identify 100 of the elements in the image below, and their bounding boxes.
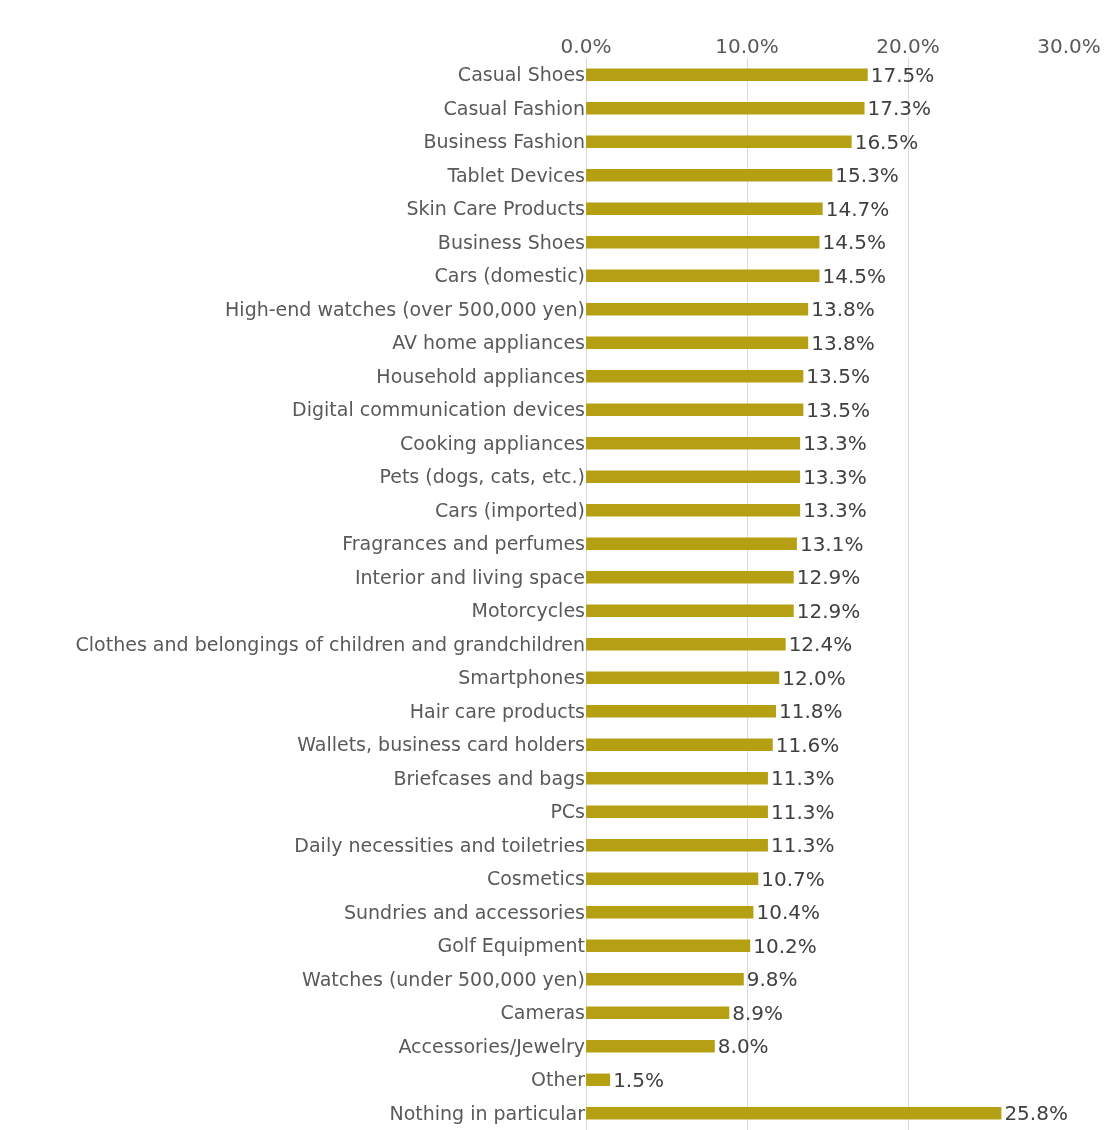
- data-label: 10.2%: [753, 933, 817, 958]
- y-tick-label: Watches (under 500,000 yen): [302, 967, 585, 990]
- data-label: 13.3%: [803, 464, 867, 489]
- y-tick-label: Fragrances and perfumes: [342, 532, 585, 555]
- bar: [586, 303, 809, 316]
- bar: [586, 336, 809, 349]
- bar: [586, 169, 833, 182]
- bar: [586, 135, 852, 148]
- y-tick-label: Briefcases and bags: [393, 766, 585, 789]
- bar: [586, 906, 754, 919]
- data-label: 8.9%: [732, 1000, 784, 1025]
- bar: [586, 470, 801, 483]
- y-tick-label: AV home appliances: [392, 331, 585, 354]
- bar: [586, 537, 797, 550]
- data-label: 13.8%: [811, 330, 875, 355]
- y-tick-label: Accessories/Jewelry: [398, 1034, 585, 1057]
- data-label: 12.9%: [796, 565, 861, 590]
- y-tick-label: Digital communication devices: [292, 398, 585, 421]
- y-tick-label: Interior and living space: [354, 565, 585, 588]
- y-tick-label: Household appliances: [376, 364, 585, 387]
- x-tick-label: 30.0%: [1037, 34, 1101, 58]
- data-label: 9.8%: [746, 967, 798, 992]
- y-tick-label: Cameras: [500, 1001, 585, 1024]
- data-label: 14.5%: [822, 263, 886, 288]
- y-tick-label: Nothing in particular: [389, 1101, 586, 1124]
- y-tick-label: Casual Shoes: [457, 63, 585, 86]
- y-tick-label: Cooking appliances: [400, 431, 585, 454]
- x-tick-label: 10.0%: [715, 34, 779, 58]
- data-label: 10.4%: [756, 900, 820, 925]
- data-label: 14.5%: [822, 230, 886, 255]
- y-tick-label: Cars (domestic): [434, 264, 585, 287]
- data-label: 1.5%: [613, 1067, 664, 1092]
- y-tick-label: Smartphones: [458, 666, 585, 689]
- data-label: 13.8%: [811, 297, 875, 322]
- y-tick-label: Skin Care Products: [406, 197, 585, 220]
- data-label: 17.5%: [870, 62, 935, 87]
- bar: [586, 202, 823, 215]
- bar: [586, 504, 801, 517]
- data-label: 11.8%: [778, 699, 843, 724]
- x-tick-label: 0.0%: [560, 34, 612, 58]
- y-tick-label: Business Shoes: [437, 230, 585, 253]
- bar: [586, 872, 759, 885]
- data-label: 13.1%: [799, 531, 864, 556]
- y-tick-label: Golf Equipment: [437, 934, 585, 957]
- bar: [586, 236, 820, 249]
- y-tick-label: Hair care products: [409, 699, 585, 722]
- data-label: 11.3%: [770, 799, 835, 824]
- data-label: 13.5%: [806, 397, 870, 422]
- data-label: 13.3%: [803, 498, 867, 523]
- y-tick-label: Cars (imported): [435, 498, 585, 521]
- y-tick-label: Business Fashion: [423, 130, 585, 153]
- bar: [586, 939, 751, 952]
- bar: [586, 671, 780, 684]
- data-label: 12.4%: [788, 632, 853, 657]
- data-label: 15.3%: [835, 163, 899, 188]
- bar: [586, 1107, 1002, 1120]
- bar: [586, 1006, 730, 1019]
- data-label: 10.7%: [761, 866, 825, 891]
- bar: [586, 805, 768, 818]
- data-label: 14.7%: [825, 196, 890, 221]
- bar: [586, 403, 804, 416]
- bar: [586, 839, 768, 852]
- data-label: 11.6%: [775, 732, 840, 757]
- x-tick-label: 20.0%: [876, 34, 940, 58]
- y-tick-label: Pets (dogs, cats, etc.): [379, 465, 585, 488]
- bar: [586, 571, 794, 584]
- bar: [586, 437, 801, 450]
- bar: [586, 973, 744, 986]
- data-label: 12.0%: [782, 665, 846, 690]
- y-tick-label: Wallets, business card holders: [297, 733, 585, 756]
- bar: [586, 738, 773, 751]
- y-tick-label: Daily necessities and toiletries: [294, 833, 585, 856]
- y-tick-label: Casual Fashion: [443, 96, 585, 119]
- y-tick-label: Sundries and accessories: [343, 900, 585, 923]
- y-tick-label: Cosmetics: [486, 867, 585, 890]
- data-label: 13.5%: [806, 364, 870, 389]
- bar: [586, 705, 776, 718]
- data-label: 17.3%: [867, 96, 932, 121]
- y-tick-label: High-end watches (over 500,000 yen): [225, 297, 585, 320]
- data-label: 12.9%: [796, 598, 861, 623]
- data-label: 16.5%: [854, 129, 919, 154]
- data-label: 8.0%: [717, 1034, 769, 1059]
- bar: [586, 68, 868, 81]
- data-label: 13.3%: [803, 431, 867, 456]
- bar: [586, 772, 768, 785]
- bar: [586, 269, 820, 282]
- bar: [586, 370, 804, 383]
- y-tick-label: PCs: [550, 800, 585, 823]
- y-tick-label: Other: [531, 1068, 586, 1091]
- bar: [586, 1073, 611, 1086]
- bar: [586, 1040, 715, 1053]
- bar: [586, 102, 865, 115]
- y-tick-label: Clothes and belongings of children and grandchildren: [75, 632, 585, 655]
- bar: [586, 604, 794, 617]
- y-tick-label: Tablet Devices: [446, 163, 585, 186]
- data-label: 25.8%: [1004, 1101, 1068, 1126]
- y-tick-label: Motorcycles: [471, 599, 585, 622]
- bar: [586, 638, 786, 651]
- data-label: 11.3%: [770, 766, 835, 791]
- data-label: 11.3%: [770, 833, 835, 858]
